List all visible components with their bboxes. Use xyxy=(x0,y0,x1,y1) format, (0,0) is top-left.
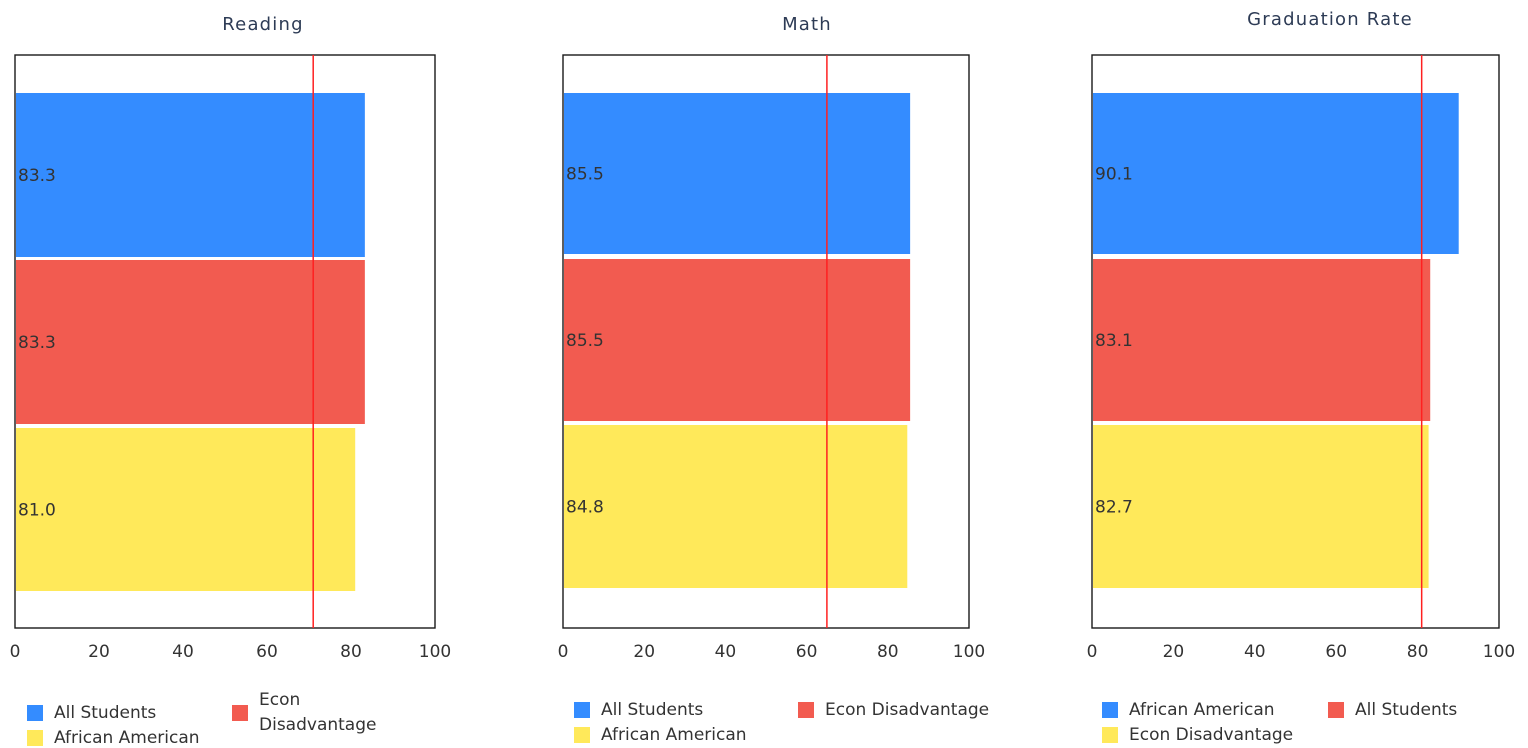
bar-value-label: 85.5 xyxy=(566,165,604,185)
x-tick-label: 0 xyxy=(10,642,21,662)
legend-label-all-students: All Students xyxy=(601,700,703,720)
chart-reading: Reading 83.3 83.3 81.0 0 20 40 60 80 100 All Stude… xyxy=(10,14,452,748)
x-tick-label: 60 xyxy=(256,642,278,662)
legend-swatch-african-american xyxy=(574,727,590,743)
x-tick-label: 100 xyxy=(419,642,451,662)
chart-math: Math 85.5 85.5 84.8 0 20 40 60 80 100 All Students… xyxy=(558,14,990,745)
x-tick-label: 0 xyxy=(558,642,569,662)
chart-title: Graduation Rate xyxy=(1247,9,1413,30)
bar-all-students xyxy=(1093,259,1431,421)
bar-african-american xyxy=(564,425,908,588)
legend-label-african-american: African American xyxy=(54,728,200,748)
x-tick-label: 60 xyxy=(796,642,818,662)
legend-swatch-african-american xyxy=(27,730,43,746)
bar-value-label: 84.8 xyxy=(566,498,604,518)
x-tick-label: 60 xyxy=(1325,642,1347,662)
x-tick-label: 80 xyxy=(340,642,362,662)
x-tick-label: 40 xyxy=(1244,642,1266,662)
bar-value-label: 81.0 xyxy=(18,501,56,521)
legend-label-econ-disadvantage: Econ Disadvantage xyxy=(825,700,989,720)
legend-swatch-all-students xyxy=(27,705,43,721)
bar-value-label: 83.3 xyxy=(18,166,56,186)
bar-value-label: 82.7 xyxy=(1095,498,1133,518)
legend-label-all-students: All Students xyxy=(1355,700,1457,720)
x-tick-label: 20 xyxy=(633,642,655,662)
legend-label-econ-disadvantage: Econ Disadvantage xyxy=(1129,725,1293,745)
bar-african-american xyxy=(1093,93,1459,254)
legend-swatch-all-students xyxy=(574,702,590,718)
bar-econ-disadvantage xyxy=(564,259,911,421)
bar-value-label: 83.1 xyxy=(1095,331,1133,351)
x-tick-label: 0 xyxy=(1087,642,1098,662)
legend-label-african-american: African American xyxy=(601,725,747,745)
chart-title: Reading xyxy=(222,14,303,35)
bar-value-label: 85.5 xyxy=(566,331,604,351)
legend-swatch-african-american xyxy=(1102,702,1118,718)
x-tick-label: 80 xyxy=(1407,642,1429,662)
x-tick-label: 40 xyxy=(172,642,194,662)
chart-graduation-rate: Graduation Rate 90.1 83.1 82.7 0 20 40 60 80 100 A… xyxy=(1087,9,1516,745)
bar-value-label: 83.3 xyxy=(18,333,56,353)
legend-label-all-students: All Students xyxy=(54,703,156,723)
bar-econ-disadvantage xyxy=(1093,425,1429,588)
legend-swatch-all-students xyxy=(1328,702,1344,718)
legend-label-econ-disadvantage: Econ Disadvantage xyxy=(259,690,376,735)
chart-title: Math xyxy=(782,14,832,35)
bar-econ-disadvantage xyxy=(16,260,365,424)
legend-swatch-econ-disadvantage xyxy=(232,705,248,721)
x-tick-label: 100 xyxy=(953,642,985,662)
bar-value-label: 90.1 xyxy=(1095,165,1133,185)
x-tick-label: 20 xyxy=(1163,642,1185,662)
legend-swatch-econ-disadvantage xyxy=(798,702,814,718)
x-tick-label: 100 xyxy=(1483,642,1515,662)
legend-swatch-econ-disadvantage xyxy=(1102,727,1118,743)
bar-african-american xyxy=(16,428,356,591)
x-tick-label: 40 xyxy=(715,642,737,662)
bar-all-students xyxy=(16,93,365,257)
bar-all-students xyxy=(564,93,911,254)
legend-label-african-american: African American xyxy=(1129,700,1275,720)
x-tick-label: 80 xyxy=(877,642,899,662)
x-tick-label: 20 xyxy=(88,642,110,662)
